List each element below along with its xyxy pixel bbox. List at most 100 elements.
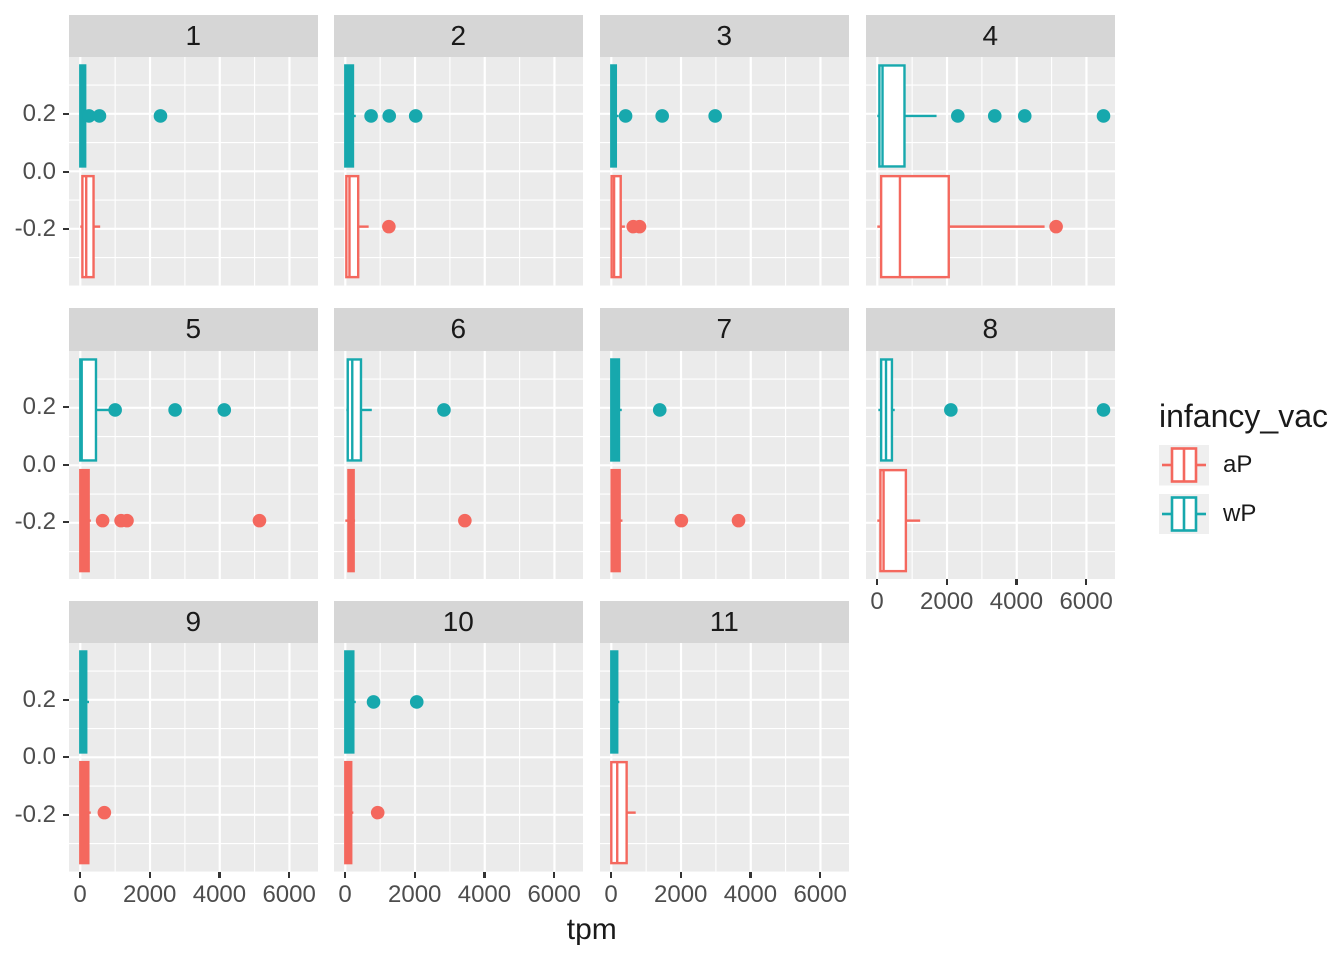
x-tick-mark bbox=[148, 871, 151, 878]
outlier-point bbox=[366, 695, 381, 709]
boxplot-wP bbox=[878, 357, 1110, 462]
facet-panel-3 bbox=[599, 57, 849, 286]
facet-strip-2: 2 bbox=[333, 15, 583, 58]
boxplot-aP bbox=[876, 468, 920, 572]
boxplot-wP bbox=[343, 650, 424, 754]
x-tick-mark bbox=[218, 871, 221, 878]
outlier-point bbox=[92, 109, 106, 124]
facet-panel-5 bbox=[68, 350, 318, 580]
facet-panel-9 bbox=[68, 643, 318, 872]
x-tick-mark bbox=[609, 871, 613, 878]
facet-strip-9: 9 bbox=[68, 600, 318, 643]
facet-strip-label: 4 bbox=[982, 20, 999, 52]
facet-strip-3: 3 bbox=[599, 15, 849, 58]
x-tick-label: 2000 bbox=[920, 588, 974, 616]
outlier-point bbox=[618, 109, 633, 124]
facet-strip-10: 10 bbox=[333, 600, 583, 643]
boxplot-aP bbox=[610, 175, 647, 279]
x-tick-label: 4000 bbox=[457, 880, 512, 908]
facet-strip-6: 6 bbox=[333, 308, 583, 351]
outlier-point bbox=[409, 695, 424, 709]
x-tick-label: 2000 bbox=[388, 880, 442, 908]
y-tick-mark bbox=[62, 756, 69, 759]
y-tick-mark bbox=[62, 406, 69, 409]
legend-key-boxplot-icon bbox=[1159, 493, 1209, 534]
outlier-point bbox=[1096, 402, 1110, 417]
facet-panel-4 bbox=[865, 57, 1115, 286]
facet-panel-11 bbox=[599, 643, 849, 872]
facet-panel-10 bbox=[333, 643, 583, 872]
outlier-point bbox=[370, 805, 385, 820]
outlier-point bbox=[632, 220, 647, 234]
y-tick-label: 0.0 bbox=[22, 743, 56, 771]
outlier-point bbox=[943, 402, 958, 417]
x-tick-label: 2000 bbox=[654, 880, 708, 908]
legend-title: infancy_vac bbox=[1159, 398, 1328, 434]
boxplot-aP bbox=[79, 175, 100, 279]
outlier-point bbox=[708, 109, 722, 124]
y-tick-mark bbox=[62, 813, 69, 816]
outlier-point bbox=[731, 513, 746, 528]
boxplot-aP bbox=[609, 760, 636, 865]
legend-item-label: aP bbox=[1223, 451, 1253, 479]
x-axis-title: tpm bbox=[566, 913, 617, 946]
y-tick-mark bbox=[62, 521, 69, 524]
x-tick-label: 2000 bbox=[123, 880, 177, 908]
outlier-point bbox=[108, 402, 122, 417]
outlier-point bbox=[436, 402, 451, 417]
x-tick-label: 4000 bbox=[989, 588, 1044, 616]
x-tick-mark bbox=[1015, 579, 1018, 586]
y-tick-mark bbox=[62, 463, 69, 466]
x-tick-mark bbox=[288, 871, 291, 878]
x-tick-label: 4000 bbox=[723, 880, 778, 908]
outlier-point bbox=[655, 109, 669, 124]
boxplot-aP bbox=[610, 468, 746, 572]
boxplot-aP bbox=[343, 760, 385, 865]
facet-strip-label: 9 bbox=[185, 605, 202, 637]
outlier-point bbox=[217, 402, 231, 417]
facet-strip-7: 7 bbox=[599, 308, 849, 351]
facet-strip-label: 7 bbox=[716, 313, 733, 345]
boxplot-aP bbox=[876, 175, 1063, 279]
outlier-point bbox=[382, 109, 396, 124]
facet-strip-label: 5 bbox=[185, 313, 202, 345]
facet-strip-label: 10 bbox=[442, 605, 474, 637]
outlier-point bbox=[652, 402, 667, 417]
outlier-point bbox=[97, 805, 111, 820]
y-tick-label: 0.2 bbox=[22, 100, 56, 128]
outlier-point bbox=[81, 109, 96, 124]
outlier-point bbox=[1048, 220, 1063, 234]
outlier-point bbox=[1017, 109, 1032, 124]
legend-item-aP: aP bbox=[1159, 445, 1328, 486]
outlier-point bbox=[950, 109, 965, 124]
facet-panel-1 bbox=[68, 57, 318, 286]
boxplot-aP bbox=[78, 760, 111, 865]
facet-strip-5: 5 bbox=[68, 308, 318, 351]
y-tick-mark bbox=[62, 113, 69, 116]
legend-key-boxplot-icon bbox=[1159, 445, 1209, 486]
boxplot-wP bbox=[343, 64, 423, 168]
boxplot-wP bbox=[609, 64, 722, 168]
facet-strip-1: 1 bbox=[68, 15, 318, 58]
x-tick-label: 4000 bbox=[192, 880, 247, 908]
y-tick-label: 0.2 bbox=[22, 393, 56, 421]
facet-panel-2 bbox=[333, 57, 583, 286]
y-tick-label: 0.2 bbox=[22, 685, 56, 713]
x-tick-label: 0 bbox=[870, 588, 884, 616]
x-tick-label: 6000 bbox=[793, 880, 847, 908]
outlier-point bbox=[381, 220, 396, 234]
x-tick-mark bbox=[78, 871, 82, 878]
facet-strip-label: 11 bbox=[709, 605, 739, 637]
x-tick-mark bbox=[553, 871, 556, 878]
x-tick-label: 6000 bbox=[1059, 588, 1113, 616]
boxplot-aP bbox=[78, 468, 266, 572]
legend: infancy_vac aP wP bbox=[1159, 398, 1328, 542]
outlier-point bbox=[987, 109, 1002, 124]
x-tick-mark bbox=[749, 871, 752, 878]
boxplot-wP bbox=[609, 357, 667, 462]
facet-strip-label: 3 bbox=[716, 20, 733, 52]
outlier-point bbox=[674, 513, 688, 528]
facet-panel-8 bbox=[865, 350, 1115, 580]
x-tick-label: 0 bbox=[73, 880, 87, 908]
